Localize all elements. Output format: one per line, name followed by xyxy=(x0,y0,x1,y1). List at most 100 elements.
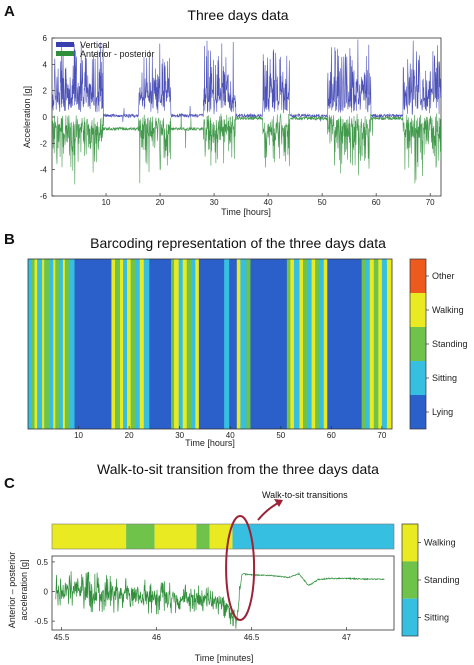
chart-b: 10 20 30 40 50 60 70 Time [hours] Lying Sitting… xyxy=(27,258,468,448)
chart-a-ytick-label: 6 xyxy=(43,34,48,43)
chart-c-xlabel: Time [minutes] xyxy=(195,653,254,663)
barcode-segment-walking xyxy=(174,259,179,429)
colorbar-c-label: Walking xyxy=(424,538,456,548)
colorbar-b-lying xyxy=(410,395,426,429)
chart-a-xtick-label: 10 xyxy=(102,198,111,207)
colorbar-b-label: Lying xyxy=(432,407,453,417)
barcode-segment-lying xyxy=(327,259,362,429)
chart-c-colorbar: Walking Standing Sitting xyxy=(401,523,460,637)
chart-c: 45.5 46 46.5 47 -0.5 0 0.5 Time [minutes] Ante… xyxy=(7,490,460,663)
legend-vertical-swatch xyxy=(56,42,74,47)
panel-a-title: Three days data xyxy=(187,7,288,23)
barcode-segment-standing xyxy=(55,259,60,429)
chart-a-ytick-label: 0 xyxy=(43,113,48,122)
chart-c-xtick-label: 46 xyxy=(152,633,161,642)
chart-c-ylabel-line1: Anterior – posterior xyxy=(7,552,17,629)
barcode-segment-walking xyxy=(139,259,145,429)
barcode-segment-standing xyxy=(44,259,50,429)
barcode-segment-walking xyxy=(120,259,124,429)
barcode-segment-walking xyxy=(299,259,304,429)
barcode-segment-sitting xyxy=(49,259,54,429)
transition-barcode-walking xyxy=(209,524,233,549)
chart-a-xtick-label: 20 xyxy=(156,198,165,207)
barcode-segment-standing xyxy=(303,259,308,429)
colorbar-b-standing xyxy=(410,327,426,361)
chart-a-series-anterior-posterior xyxy=(51,112,442,185)
chart-b-xtick-label: 10 xyxy=(74,431,83,440)
barcode-segment-sitting xyxy=(293,259,300,429)
panel-c-title: Walk-to-sit transition from the three da… xyxy=(97,461,379,477)
barcode-segment-standing xyxy=(246,259,251,429)
colorbar-b-label: Walking xyxy=(432,305,464,315)
legend-vertical-label: Vertical xyxy=(80,40,110,50)
barcode-segment-walking xyxy=(127,259,131,429)
barcode-segment-standing xyxy=(64,259,70,429)
colorbar-b-label: Standing xyxy=(432,339,468,349)
colorbar-c-walking xyxy=(402,524,418,562)
transition-barcode-frame xyxy=(51,523,395,550)
barcode-segment-walking xyxy=(42,259,45,429)
barcode-segment-lying xyxy=(74,259,112,429)
chart-b-xtick-label: 60 xyxy=(327,431,336,440)
chart-b-xtick-label: 20 xyxy=(125,431,134,440)
transition-barcode-walking xyxy=(154,524,197,549)
chart-b-colorbar: Lying Sitting Standing Walking Other xyxy=(409,258,468,430)
colorbar-c-frame xyxy=(401,523,419,637)
legend-anterior-swatch xyxy=(56,51,74,56)
chart-c-ytick-label: 0.5 xyxy=(37,558,49,567)
barcode-segment-sitting xyxy=(240,259,247,429)
barcode-segment-walking xyxy=(323,259,328,429)
barcode-segment-sitting xyxy=(381,259,388,429)
colorbar-c-label: Sitting xyxy=(424,612,449,622)
chart-a-ytick-label: -4 xyxy=(40,166,48,175)
barcode-segment-walking xyxy=(378,259,383,429)
transition-barcode-sitting xyxy=(232,524,394,549)
chart-a-ytick-label: -2 xyxy=(40,139,48,148)
transition-annotation: Walk-to-sit transitions xyxy=(262,490,348,500)
chart-c-xtick-label: 46.5 xyxy=(244,633,260,642)
barcode-segment-standing xyxy=(315,259,320,429)
transition-arrow xyxy=(257,501,281,521)
colorbar-c-label: Standing xyxy=(424,575,460,585)
chart-b-xtick-label: 70 xyxy=(377,431,386,440)
chart-b-xtick-label: 40 xyxy=(226,431,235,440)
chart-a-xtick-label: 50 xyxy=(318,198,327,207)
chart-a-xtick-label: 40 xyxy=(264,198,273,207)
barcode-segment-walking xyxy=(53,259,56,429)
transition-barcode-standing xyxy=(126,524,155,549)
barcode-segment-standing xyxy=(373,259,379,429)
barcode-segment-standing xyxy=(171,259,175,429)
chart-a-ytick-label: 4 xyxy=(43,60,48,69)
colorbar-b-label: Sitting xyxy=(432,373,457,383)
barcode-segment-sitting xyxy=(68,259,75,429)
chart-b-xlabel: Time [hours] xyxy=(185,438,235,448)
barcode-segment-sitting xyxy=(123,259,128,429)
chart-a-series-vertical xyxy=(51,39,442,127)
barcode-segment-sitting xyxy=(307,259,312,429)
chart-a-ylabel: Acceleration [g] xyxy=(22,86,32,148)
barcode-segment-sitting xyxy=(28,259,32,429)
colorbar-c-standing xyxy=(402,561,418,599)
transition-ellipse xyxy=(225,515,256,621)
barcode-segment-walking xyxy=(311,259,316,429)
transition-arrowhead xyxy=(274,499,283,507)
chart-a-xlabel: Time [hours] xyxy=(221,207,271,217)
chart-c-xtick-label: 45.5 xyxy=(54,633,70,642)
barcode-segment-walking xyxy=(182,259,188,429)
colorbar-b-walking xyxy=(410,293,426,327)
barcode-segment-walking xyxy=(195,259,200,429)
chart-c-ylabel-line2: acceleration [g] xyxy=(19,559,29,620)
panel-a-letter: A xyxy=(4,3,15,20)
barcode-segment-sitting xyxy=(224,259,230,429)
barcode-segment-walking xyxy=(236,259,241,429)
barcode-segment-standing xyxy=(31,259,35,429)
panel-c-letter: C xyxy=(4,475,15,492)
barcode-segment-walking xyxy=(62,259,66,429)
colorbar-c-sitting xyxy=(402,598,418,636)
barcode-segment-sitting xyxy=(178,259,183,429)
chart-a-xtick-label: 70 xyxy=(426,198,435,207)
chart-a-ytick-label: -6 xyxy=(40,192,48,201)
barcode-segment-sitting xyxy=(191,259,196,429)
colorbar-b-label: Other xyxy=(432,271,455,281)
